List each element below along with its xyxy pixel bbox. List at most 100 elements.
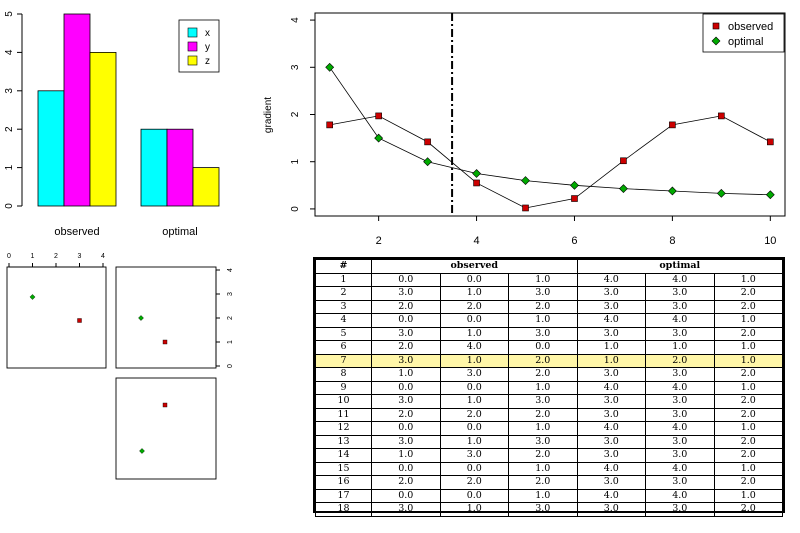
line-point-optimal [472, 169, 481, 178]
table-cell: 1.0 [576, 353, 646, 368]
table-row: 11 2.0 2.0 2.0 3.0 3.0 2.0 [315, 407, 783, 422]
table-cell: 3.0 [371, 434, 441, 449]
table-row: 14 1.0 3.0 2.0 3.0 3.0 2.0 [315, 448, 783, 463]
table-row: 3 2.0 2.0 2.0 3.0 3.0 2.0 [315, 299, 783, 314]
table-cell: 3.0 [576, 502, 646, 517]
table-cell-index: 13 [315, 434, 372, 449]
scatter-y-tick-label: 0 [227, 364, 234, 368]
line-point-observed [620, 157, 627, 165]
line-x-tick-label: 8 [669, 235, 675, 247]
table-cell: 2.0 [713, 475, 783, 490]
line-point-observed [326, 121, 333, 129]
table-cell-index: 17 [315, 488, 372, 503]
bar-y-tick-label: 4 [4, 49, 15, 55]
table-cell: 2.0 [713, 407, 783, 422]
table-row: 17 0.0 0.0 1.0 4.0 4.0 1.0 [315, 488, 783, 503]
table-cell: 1.0 [713, 353, 783, 368]
bar-legend-swatch-z [187, 55, 198, 66]
table-cell: 1.0 [508, 488, 578, 503]
table-cell: 1.0 [371, 448, 441, 463]
bar-legend-box [178, 19, 220, 73]
table-cell: 0.0 [439, 461, 509, 476]
table-cell: 0.0 [371, 488, 441, 503]
table-row: 6 2.0 4.0 0.0 1.0 1.0 1.0 [315, 340, 783, 355]
table-cell: 2.0 [508, 475, 578, 490]
scatter-x-tick-label: 0 [7, 253, 11, 260]
table-cell: 0.0 [439, 488, 509, 503]
table-cell: 1.0 [576, 340, 646, 355]
table-cell: 2.0 [508, 407, 578, 422]
scatter-point-optimal [139, 448, 145, 454]
scatter-x-tick-label: 1 [31, 253, 35, 260]
scatter-point-observed [162, 402, 168, 408]
table-cell-index: 16 [315, 475, 372, 490]
table-cell: 1.0 [508, 313, 578, 328]
scatter-point-observed [162, 339, 168, 345]
bar-category-label: observed [54, 226, 99, 238]
table-cell: 2.0 [713, 394, 783, 409]
table-cell: 0.0 [371, 313, 441, 328]
data-table-wrapper: # observed optimal 1 0.0 0.0 1.0 4.0 4.0 1.0 2 3… [313, 257, 785, 517]
scatter-panels: 0 1 2 3 4 0 1 2 3 4 [6, 253, 234, 480]
table-cell-index: 10 [315, 394, 372, 409]
table-cell: 1.0 [439, 394, 509, 409]
table-cell: 1.0 [439, 353, 509, 368]
table-cell: 2.0 [713, 326, 783, 341]
table-cell: 2.0 [713, 367, 783, 382]
line-point-observed [718, 112, 725, 120]
bar-y-optimal [166, 128, 194, 207]
table-cell: 3.0 [645, 502, 715, 517]
table-cell: 2.0 [439, 407, 509, 422]
table-cell: 1.0 [508, 421, 578, 436]
table-cell: 4.0 [645, 461, 715, 476]
table-cell: 1.0 [508, 380, 578, 395]
line-point-observed [522, 204, 529, 212]
line-point-optimal [765, 190, 775, 200]
table-cell: 2.0 [508, 353, 578, 368]
table-cell: 3.0 [371, 394, 441, 409]
table-cell: 1.0 [645, 340, 715, 355]
table-cell: 0.0 [371, 421, 441, 436]
table-cell: 1.0 [439, 326, 509, 341]
table-cell: 3.0 [508, 434, 578, 449]
bar-y-tick-label: 2 [4, 126, 15, 132]
table-cell: 3.0 [576, 394, 646, 409]
table-cell: 3.0 [439, 367, 509, 382]
table-cell: 3.0 [645, 448, 715, 463]
table-cell: 4.0 [576, 313, 646, 328]
table-cell: 1.0 [439, 286, 509, 301]
table-row: 1 0.0 0.0 1.0 4.0 4.0 1.0 [315, 272, 783, 287]
table-cell: 3.0 [645, 299, 715, 314]
scatter-y-tick-label: 4 [227, 268, 234, 272]
line-point-observed [473, 179, 480, 187]
line-y-tick-label: 3 [290, 64, 301, 70]
table-cell: 1.0 [713, 461, 783, 476]
table-cell: 2.0 [508, 367, 578, 382]
table-cell: 4.0 [645, 313, 715, 328]
table-cell-index: 14 [315, 448, 372, 463]
table-cell: 0.0 [439, 313, 509, 328]
table-cell: 2.0 [371, 475, 441, 490]
table-cell: 2.0 [713, 502, 783, 517]
table-cell: 4.0 [645, 488, 715, 503]
line-chart: 2 4 6 8 10 0 1 2 3 4 gradient observed optimal [263, 12, 786, 247]
line-legend-marker-optimal [711, 36, 721, 46]
line-point-observed [767, 138, 774, 146]
table-cell: 2.0 [713, 286, 783, 301]
line-point-optimal [521, 176, 530, 186]
table-cell: 1.0 [371, 367, 441, 382]
line-legend-label-optimal: optimal [728, 36, 763, 48]
table-cell: 4.0 [576, 488, 646, 503]
table-cell: 3.0 [576, 326, 646, 341]
bar-y-observed [63, 13, 91, 207]
bar-category-label: optimal [162, 226, 197, 238]
header-optimal: optimal [576, 259, 783, 274]
table-row: 4 0.0 0.0 1.0 4.0 4.0 1.0 [315, 313, 783, 328]
data-table: # observed optimal 1 0.0 0.0 1.0 4.0 4.0 1.0 2 3… [315, 259, 783, 517]
line-point-optimal [570, 180, 579, 190]
line-point-optimal [325, 62, 335, 72]
line-point-optimal [374, 133, 384, 143]
scatter-y-tick-label: 3 [227, 292, 234, 296]
table-cell: 4.0 [645, 380, 715, 395]
